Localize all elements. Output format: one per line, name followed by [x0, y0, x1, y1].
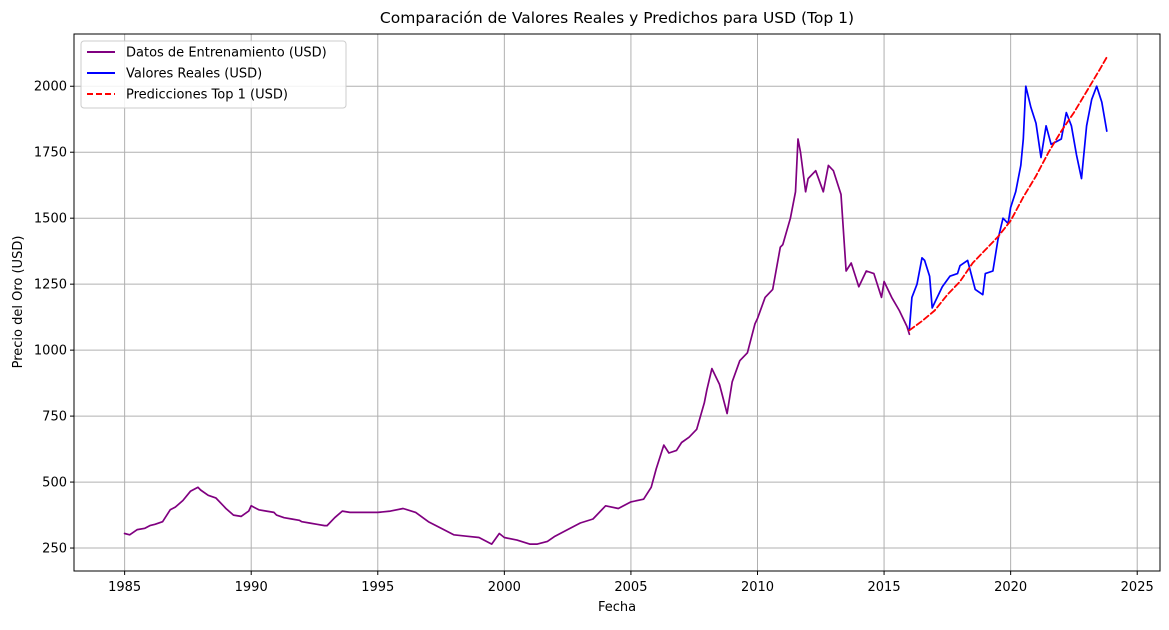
x-axis-ticks: 1985 1990 1995 2000 2005 2010 2015 2020 2025: [108, 571, 1154, 595]
training-series-line: [123, 138, 911, 545]
y-tick-label: 750: [42, 410, 67, 425]
plot-series: [123, 56, 1108, 545]
y-axis-ticks: 250 500 750 1000 1250 1500 1750 2000: [34, 80, 74, 557]
y-tick-label: 1500: [34, 212, 67, 227]
prediction-series-line: [908, 56, 1108, 332]
x-axis-label: Fecha: [598, 600, 636, 615]
y-tick-label: 2000: [34, 80, 67, 95]
plot-frame: [73, 33, 1161, 572]
legend-label-actual: Valores Reales (USD): [126, 67, 262, 82]
x-tick-label: 2025: [1121, 580, 1154, 595]
x-tick-label: 1995: [361, 580, 394, 595]
legend-label-prediction: Predicciones Top 1 (USD): [126, 88, 288, 103]
x-tick-label: 1990: [235, 580, 268, 595]
x-tick-label: 2020: [994, 580, 1027, 595]
x-tick-label: 2000: [488, 580, 521, 595]
y-axis-label: Precio del Oro (USD): [11, 236, 26, 369]
actual-series-line: [908, 85, 1108, 330]
chart-title: Comparación de Valores Reales y Predicho…: [380, 9, 854, 27]
x-tick-label: 2005: [614, 580, 647, 595]
legend: Datos de Entrenamiento (USD) Valores Rea…: [80, 40, 347, 109]
x-tick-label: 2015: [868, 580, 901, 595]
x-tick-label: 1985: [108, 580, 141, 595]
y-tick-label: 1250: [34, 278, 67, 293]
legend-box: [80, 40, 347, 109]
legend-label-training: Datos de Entrenamiento (USD): [126, 46, 327, 61]
grid-lines: [74, 34, 1160, 571]
x-tick-label: 2010: [741, 580, 774, 595]
y-tick-label: 1000: [34, 344, 67, 359]
y-tick-label: 250: [42, 542, 67, 557]
y-tick-label: 1750: [34, 146, 67, 161]
y-tick-label: 500: [42, 476, 67, 491]
